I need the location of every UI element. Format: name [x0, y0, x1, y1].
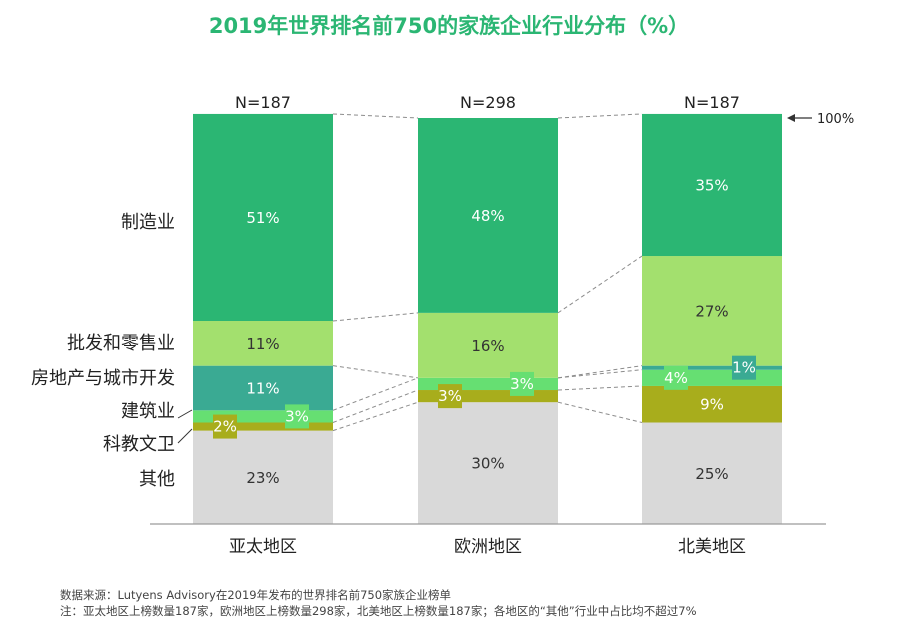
bar-segment-0-0: [193, 430, 333, 524]
category-label-construction: 建筑业: [121, 401, 175, 422]
reference-arrow-head: [787, 114, 795, 122]
segment-label-2-1: 9%: [700, 396, 724, 414]
bar-segment-0-4: [193, 321, 333, 366]
segment-label-0-3: 11%: [246, 379, 279, 397]
segment-label-0-0: 23%: [246, 469, 279, 487]
category-label-education-health: 科教文卫: [103, 434, 175, 455]
x-tick-label-1: 欧洲地区: [454, 537, 522, 557]
segment-callout-box-0-2: [285, 404, 309, 429]
construction-leader-line: [177, 409, 193, 419]
segment-callout-box-0-1: [213, 414, 237, 439]
segment-label-1-5: 48%: [471, 207, 504, 225]
n-label-2: N=187: [684, 93, 740, 112]
bar-segment-0-5: [193, 113, 333, 321]
reference-marker: 100%: [787, 112, 854, 127]
category-label-other: 其他: [139, 469, 175, 490]
segment-label-2-3: 1%: [732, 359, 756, 377]
segment-label-1-4: 16%: [471, 337, 504, 355]
segment-label-2-5: 35%: [695, 176, 728, 194]
connector-line-1-1: [557, 401, 643, 423]
segment-label-2-2: 4%: [664, 369, 688, 387]
segment-label-1-2: 3%: [510, 375, 534, 393]
connector-line-0-4: [332, 365, 419, 379]
segment-callout-box-1-1: [438, 384, 462, 409]
connector-line-1-3: [557, 369, 643, 379]
category-label-real-estate: 房地产与城市开发: [31, 368, 175, 389]
connector-line-0-5: [332, 312, 419, 322]
segment-label-1-0: 30%: [471, 455, 504, 473]
bar-segment-2-5: [642, 113, 782, 257]
overlay-labels-group: 23% 2% 3% 11% 11% 51% 30% 3% 3% 16% 48% 25% 9% 4% 1% 27…: [213, 176, 756, 487]
bar-segment-1-5: [418, 118, 558, 313]
segment-label-0-5: 51%: [246, 209, 279, 227]
segment-label-2-4: 27%: [695, 302, 728, 320]
segment-label-1-1: 3%: [438, 387, 462, 405]
category-label-manufacturing: 制造业: [121, 212, 175, 233]
bar-segment-1-4: [418, 312, 558, 378]
segment-label-0-1: 2%: [213, 418, 237, 436]
bar-segment-0-3: [193, 365, 333, 411]
connectors-group: [332, 113, 643, 432]
connector-line-1-2: [557, 385, 643, 391]
segment-label-0-4: 11%: [246, 335, 279, 353]
chart-title: 2019年世界排名前750的家族企业行业分布（%）: [209, 14, 689, 38]
connector-line-0-3: [332, 377, 419, 411]
category-labels: 制造业 批发和零售业 房地产与城市开发 建筑业 科教文卫 其他: [31, 212, 193, 490]
segment-callout-box-2-3: [732, 355, 756, 380]
connector-line-1-6: [557, 113, 643, 119]
connector-line-1-4: [557, 365, 643, 379]
n-label-1: N=298: [460, 93, 516, 112]
connector-line-0-1: [332, 401, 419, 432]
source-note: 数据来源：Lutyens Advisory在2019年发布的世界排名前750家族…: [60, 588, 451, 602]
reference-label: 100%: [817, 112, 854, 127]
bar-segment-1-0: [418, 402, 558, 524]
segment-label-2-0: 25%: [695, 465, 728, 483]
bar-segment-2-2: [642, 369, 782, 386]
x-tick-label-2: 北美地区: [678, 537, 746, 557]
bar-segment-0-1: [193, 422, 333, 431]
segment-callout-box-2-2: [664, 365, 688, 390]
connector-line-0-6: [332, 113, 419, 119]
bar-segment-2-4: [642, 256, 782, 366]
segment-callout-box-1-2: [510, 371, 534, 396]
segment-label-0-2: 3%: [285, 407, 309, 425]
connector-line-0-2: [332, 389, 419, 423]
category-label-retail: 批发和零售业: [67, 333, 175, 354]
connector-line-1-5: [557, 255, 643, 314]
bar-segment-2-1: [642, 385, 782, 423]
x-tick-label-0: 亚太地区: [229, 537, 297, 557]
bars-group: N=187 亚太地区 N=298 欧洲地区 N=187 北美地区: [193, 93, 782, 557]
n-label-0: N=187: [235, 93, 291, 112]
education-leader-line: [177, 428, 193, 444]
footnote: 注：亚太地区上榜数量187家，欧洲地区上榜数量298家，北美地区上榜数量187家…: [60, 604, 697, 618]
bar-segment-2-0: [642, 422, 782, 524]
bar-segment-2-3: [642, 365, 782, 370]
